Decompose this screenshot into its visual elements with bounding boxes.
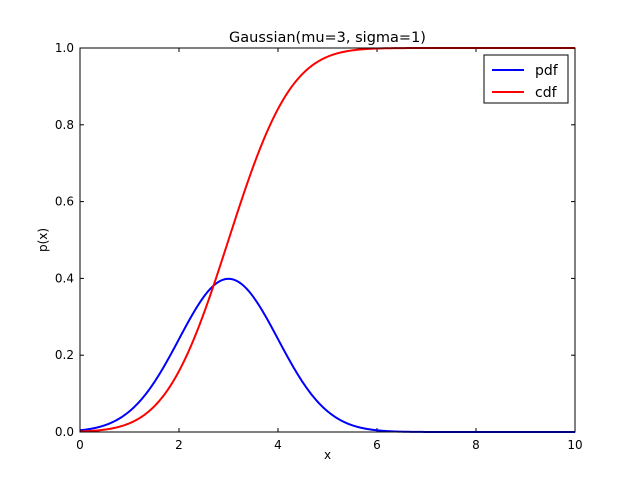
y-tick-label: 0.6: [55, 195, 74, 209]
y-tick-label: 0.0: [55, 425, 74, 439]
y-tick-label: 1.0: [55, 41, 74, 55]
tick-labels: 0 2 4 6 8 10 0.0 0.2 0.4 0.6 0.8 1.0: [55, 41, 583, 452]
y-tick-label: 0.4: [55, 271, 74, 285]
x-tick-label: 2: [175, 438, 183, 452]
x-tick-label: 6: [373, 438, 381, 452]
plot-frame: [79, 47, 576, 433]
y-tick-label: 0.2: [55, 348, 74, 362]
plot-area: [80, 48, 575, 432]
chart-title: Gaussian(mu=3, sigma=1): [229, 30, 426, 46]
legend-label-cdf: cdf: [535, 85, 558, 101]
legend-frame: [483, 54, 569, 104]
y-tick-label: 0.8: [55, 118, 74, 132]
x-tick-label: 8: [472, 438, 480, 452]
y-axis-label: p(x): [36, 228, 50, 252]
x-tick-label: 10: [567, 438, 582, 452]
x-tick-label: 4: [274, 438, 282, 452]
x-tick-label: 0: [76, 438, 84, 452]
legend: pdf cdf: [483, 54, 569, 104]
x-axis-label: x: [324, 448, 331, 462]
legend-label-pdf: pdf: [535, 63, 559, 79]
